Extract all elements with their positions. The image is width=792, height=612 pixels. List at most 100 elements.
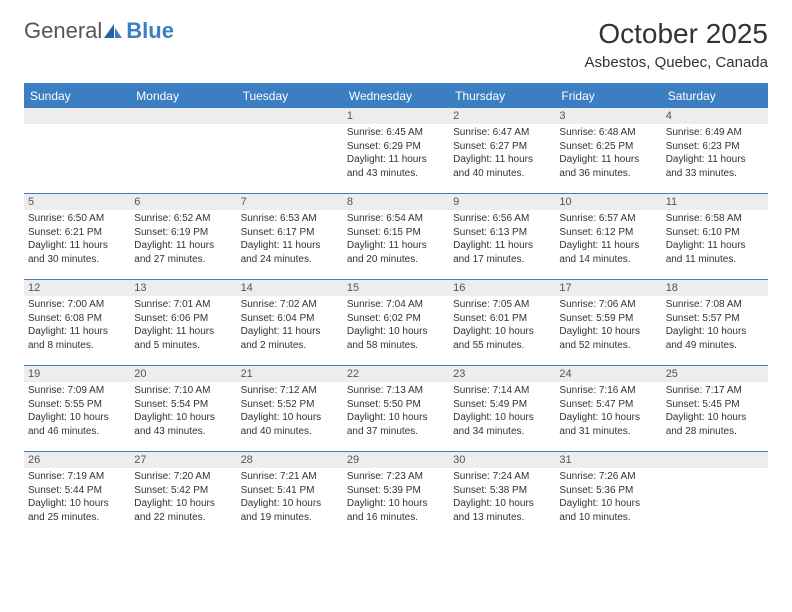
calendar-day-cell: 5Sunrise: 6:50 AMSunset: 6:21 PMDaylight… [24, 194, 130, 280]
sunset-text: Sunset: 6:10 PM [666, 226, 764, 240]
daylight-text: Daylight: 11 hours and 20 minutes. [347, 239, 445, 266]
day-number: 28 [237, 452, 343, 468]
sunset-text: Sunset: 6:06 PM [134, 312, 232, 326]
sunrise-text: Sunrise: 7:08 AM [666, 298, 764, 312]
sunrise-text: Sunrise: 7:10 AM [134, 384, 232, 398]
daylight-text: Daylight: 11 hours and 8 minutes. [28, 325, 126, 352]
daylight-text: Daylight: 10 hours and 40 minutes. [241, 411, 339, 438]
day-details: Sunrise: 7:04 AMSunset: 6:02 PMDaylight:… [343, 296, 449, 354]
daylight-text: Daylight: 10 hours and 16 minutes. [347, 497, 445, 524]
calendar-week-row: 5Sunrise: 6:50 AMSunset: 6:21 PMDaylight… [24, 194, 768, 280]
daylight-text: Daylight: 10 hours and 22 minutes. [134, 497, 232, 524]
daylight-text: Daylight: 10 hours and 46 minutes. [28, 411, 126, 438]
sunset-text: Sunset: 5:49 PM [453, 398, 551, 412]
sunrise-text: Sunrise: 6:52 AM [134, 212, 232, 226]
daylight-text: Daylight: 11 hours and 14 minutes. [559, 239, 657, 266]
sunset-text: Sunset: 6:19 PM [134, 226, 232, 240]
sunrise-text: Sunrise: 7:12 AM [241, 384, 339, 398]
sunrise-text: Sunrise: 7:09 AM [28, 384, 126, 398]
sunset-text: Sunset: 6:02 PM [347, 312, 445, 326]
day-number: 16 [449, 280, 555, 296]
daylight-text: Daylight: 10 hours and 34 minutes. [453, 411, 551, 438]
sunrise-text: Sunrise: 7:19 AM [28, 470, 126, 484]
sunset-text: Sunset: 6:01 PM [453, 312, 551, 326]
sunset-text: Sunset: 5:45 PM [666, 398, 764, 412]
sunrise-text: Sunrise: 7:06 AM [559, 298, 657, 312]
daylight-text: Daylight: 11 hours and 17 minutes. [453, 239, 551, 266]
calendar-day-cell: 7Sunrise: 6:53 AMSunset: 6:17 PMDaylight… [237, 194, 343, 280]
sunrise-text: Sunrise: 6:45 AM [347, 126, 445, 140]
logo-text-general: General [24, 18, 102, 44]
day-number: 11 [662, 194, 768, 210]
sunrise-text: Sunrise: 7:01 AM [134, 298, 232, 312]
calendar-day-cell: 3Sunrise: 6:48 AMSunset: 6:25 PMDaylight… [555, 108, 661, 194]
sunrise-text: Sunrise: 7:21 AM [241, 470, 339, 484]
day-details: Sunrise: 6:47 AMSunset: 6:27 PMDaylight:… [449, 124, 555, 182]
sunrise-text: Sunrise: 7:24 AM [453, 470, 551, 484]
sunrise-text: Sunrise: 6:47 AM [453, 126, 551, 140]
day-number: 31 [555, 452, 661, 468]
daylight-text: Daylight: 10 hours and 58 minutes. [347, 325, 445, 352]
day-details: Sunrise: 7:10 AMSunset: 5:54 PMDaylight:… [130, 382, 236, 440]
sunset-text: Sunset: 5:54 PM [134, 398, 232, 412]
sunset-text: Sunset: 6:21 PM [28, 226, 126, 240]
calendar-day-cell: 23Sunrise: 7:14 AMSunset: 5:49 PMDayligh… [449, 366, 555, 452]
day-details: Sunrise: 7:13 AMSunset: 5:50 PMDaylight:… [343, 382, 449, 440]
day-number: 20 [130, 366, 236, 382]
calendar-day-cell: 13Sunrise: 7:01 AMSunset: 6:06 PMDayligh… [130, 280, 236, 366]
calendar-day-cell: 29Sunrise: 7:23 AMSunset: 5:39 PMDayligh… [343, 452, 449, 538]
calendar-table: Sunday Monday Tuesday Wednesday Thursday… [24, 83, 768, 538]
day-number: 8 [343, 194, 449, 210]
calendar-day-cell: 28Sunrise: 7:21 AMSunset: 5:41 PMDayligh… [237, 452, 343, 538]
weekday-header: Friday [555, 84, 661, 108]
calendar-day-cell: 20Sunrise: 7:10 AMSunset: 5:54 PMDayligh… [130, 366, 236, 452]
daylight-text: Daylight: 10 hours and 49 minutes. [666, 325, 764, 352]
calendar-day-cell [130, 108, 236, 194]
sunrise-text: Sunrise: 7:20 AM [134, 470, 232, 484]
sunrise-text: Sunrise: 7:02 AM [241, 298, 339, 312]
day-number: 7 [237, 194, 343, 210]
day-number: 14 [237, 280, 343, 296]
day-number: 25 [662, 366, 768, 382]
daylight-text: Daylight: 11 hours and 43 minutes. [347, 153, 445, 180]
sunset-text: Sunset: 5:36 PM [559, 484, 657, 498]
day-number: 17 [555, 280, 661, 296]
day-number: 24 [555, 366, 661, 382]
calendar-week-row: 19Sunrise: 7:09 AMSunset: 5:55 PMDayligh… [24, 366, 768, 452]
day-details: Sunrise: 6:52 AMSunset: 6:19 PMDaylight:… [130, 210, 236, 268]
sunset-text: Sunset: 6:13 PM [453, 226, 551, 240]
day-number: 13 [130, 280, 236, 296]
sunset-text: Sunset: 6:27 PM [453, 140, 551, 154]
day-details: Sunrise: 6:49 AMSunset: 6:23 PMDaylight:… [662, 124, 768, 182]
weekday-header-row: Sunday Monday Tuesday Wednesday Thursday… [24, 84, 768, 108]
daylight-text: Daylight: 10 hours and 25 minutes. [28, 497, 126, 524]
sunset-text: Sunset: 5:47 PM [559, 398, 657, 412]
calendar-body: 1Sunrise: 6:45 AMSunset: 6:29 PMDaylight… [24, 108, 768, 538]
header: General Blue October 2025 Asbestos, Queb… [24, 18, 768, 71]
sunrise-text: Sunrise: 7:23 AM [347, 470, 445, 484]
sunset-text: Sunset: 5:52 PM [241, 398, 339, 412]
day-number: 26 [24, 452, 130, 468]
logo-text-blue: Blue [126, 18, 174, 44]
calendar-day-cell: 26 Sunrise: 7:19 AMSunset: 5:44 PMDayligh… [24, 452, 130, 538]
day-details: Sunrise: 6:48 AMSunset: 6:25 PMDaylight:… [555, 124, 661, 182]
sunrise-text: Sunrise: 7:16 AM [559, 384, 657, 398]
calendar-day-cell: 9Sunrise: 6:56 AMSunset: 6:13 PMDaylight… [449, 194, 555, 280]
day-number: 15 [343, 280, 449, 296]
calendar-day-cell: 18Sunrise: 7:08 AMSunset: 5:57 PMDayligh… [662, 280, 768, 366]
day-details: Sunrise: 7:21 AMSunset: 5:41 PMDaylight:… [237, 468, 343, 526]
daylight-text: Daylight: 10 hours and 43 minutes. [134, 411, 232, 438]
calendar-week-row: 26Sunrise: 7:19 AMSunset: 5:44 PMDayligh… [24, 452, 768, 538]
sunrise-text: Sunrise: 6:56 AM [453, 212, 551, 226]
day-details: Sunrise: 7:01 AMSunset: 6:06 PMDaylight:… [130, 296, 236, 354]
daylight-text: Daylight: 10 hours and 13 minutes. [453, 497, 551, 524]
sunrise-text: Sunrise: 7:04 AM [347, 298, 445, 312]
sunset-text: Sunset: 5:55 PM [28, 398, 126, 412]
calendar-week-row: 1Sunrise: 6:45 AMSunset: 6:29 PMDaylight… [24, 108, 768, 194]
daylight-text: Daylight: 10 hours and 19 minutes. [241, 497, 339, 524]
calendar-day-cell: 24Sunrise: 7:16 AMSunset: 5:47 PMDayligh… [555, 366, 661, 452]
daylight-text: Daylight: 11 hours and 5 minutes. [134, 325, 232, 352]
calendar-day-cell: 1Sunrise: 6:45 AMSunset: 6:29 PMDaylight… [343, 108, 449, 194]
sunset-text: Sunset: 6:12 PM [559, 226, 657, 240]
sunset-text: Sunset: 5:44 PM [28, 484, 126, 498]
